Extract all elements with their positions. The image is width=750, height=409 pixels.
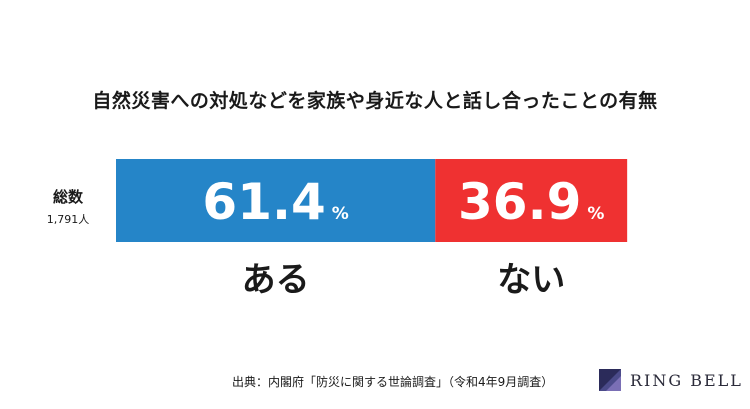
category-label-aru: ある (241, 260, 310, 300)
source-note: 出典：内閣府「防災に関する世論調査」（令和4年9月調査） (232, 375, 554, 389)
data-label-1: 36.9% (458, 173, 604, 231)
ringbell-logo-text: RING BELL (630, 370, 743, 390)
ringbell-logo: RING BELL (598, 368, 743, 392)
row-label: 総数 1,791人 (28, 186, 108, 227)
category-label-nai: ない (497, 260, 566, 300)
ringbell-logo-icon (599, 369, 621, 391)
chart-title: 自然災害への対処などを家族や身近な人と話し合ったことの有無 (92, 90, 658, 112)
data-label-0: 61.4% (202, 173, 348, 231)
row-count: 1,791人 (46, 213, 90, 226)
bar-segment-1 (435, 159, 628, 242)
bar-segment-0 (116, 159, 436, 242)
row-name: 総数 (52, 188, 83, 206)
